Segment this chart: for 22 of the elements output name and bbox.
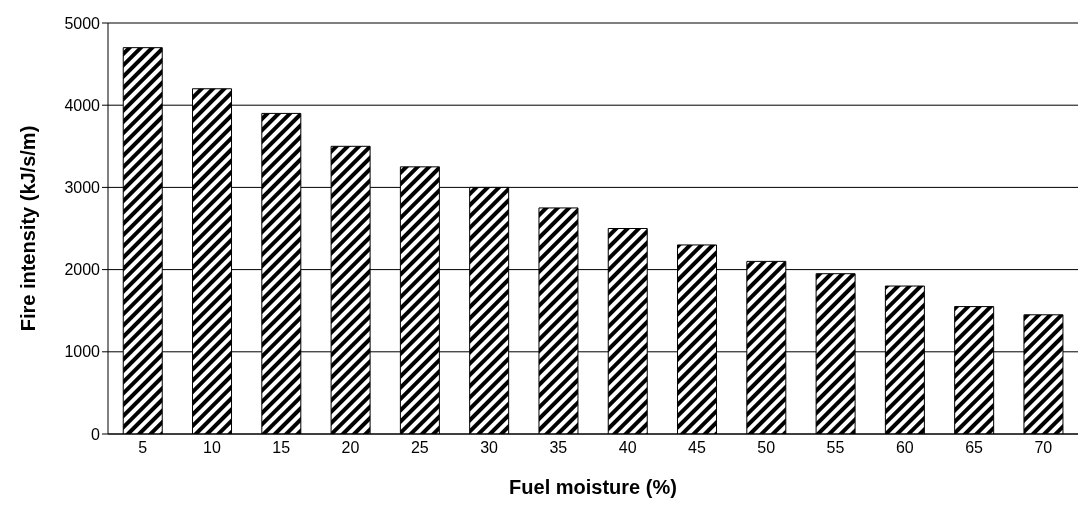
- y-tick-label: 2000: [64, 261, 101, 279]
- x-tick-label: 70: [1034, 439, 1053, 457]
- y-tick-label: 1000: [64, 343, 101, 361]
- x-tick-label: 65: [965, 439, 984, 457]
- x-tick-label: 35: [549, 439, 568, 457]
- x-tick-label: 15: [272, 439, 291, 457]
- x-tick-label: 55: [826, 439, 845, 457]
- x-tick-label: 30: [480, 439, 499, 457]
- y-axis-title: Fire intensity (kJ/s/m): [17, 125, 40, 332]
- x-tick-label: 40: [618, 439, 637, 457]
- x-tick-label: 10: [203, 439, 221, 457]
- x-tick-label: 20: [341, 439, 360, 457]
- y-tick-label: 3000: [64, 179, 101, 197]
- x-tick-label: 5: [138, 439, 148, 457]
- y-tick-label: 0: [91, 425, 101, 443]
- x-tick-label: 60: [895, 439, 914, 457]
- x-tick-label: 45: [688, 439, 706, 457]
- y-tick-label: 4000: [64, 96, 101, 114]
- y-tick-label: 5000: [64, 14, 101, 32]
- x-axis-title: Fuel moisture (%): [509, 476, 677, 498]
- x-tick-label: 25: [410, 439, 429, 457]
- x-tick-label: 50: [757, 439, 776, 457]
